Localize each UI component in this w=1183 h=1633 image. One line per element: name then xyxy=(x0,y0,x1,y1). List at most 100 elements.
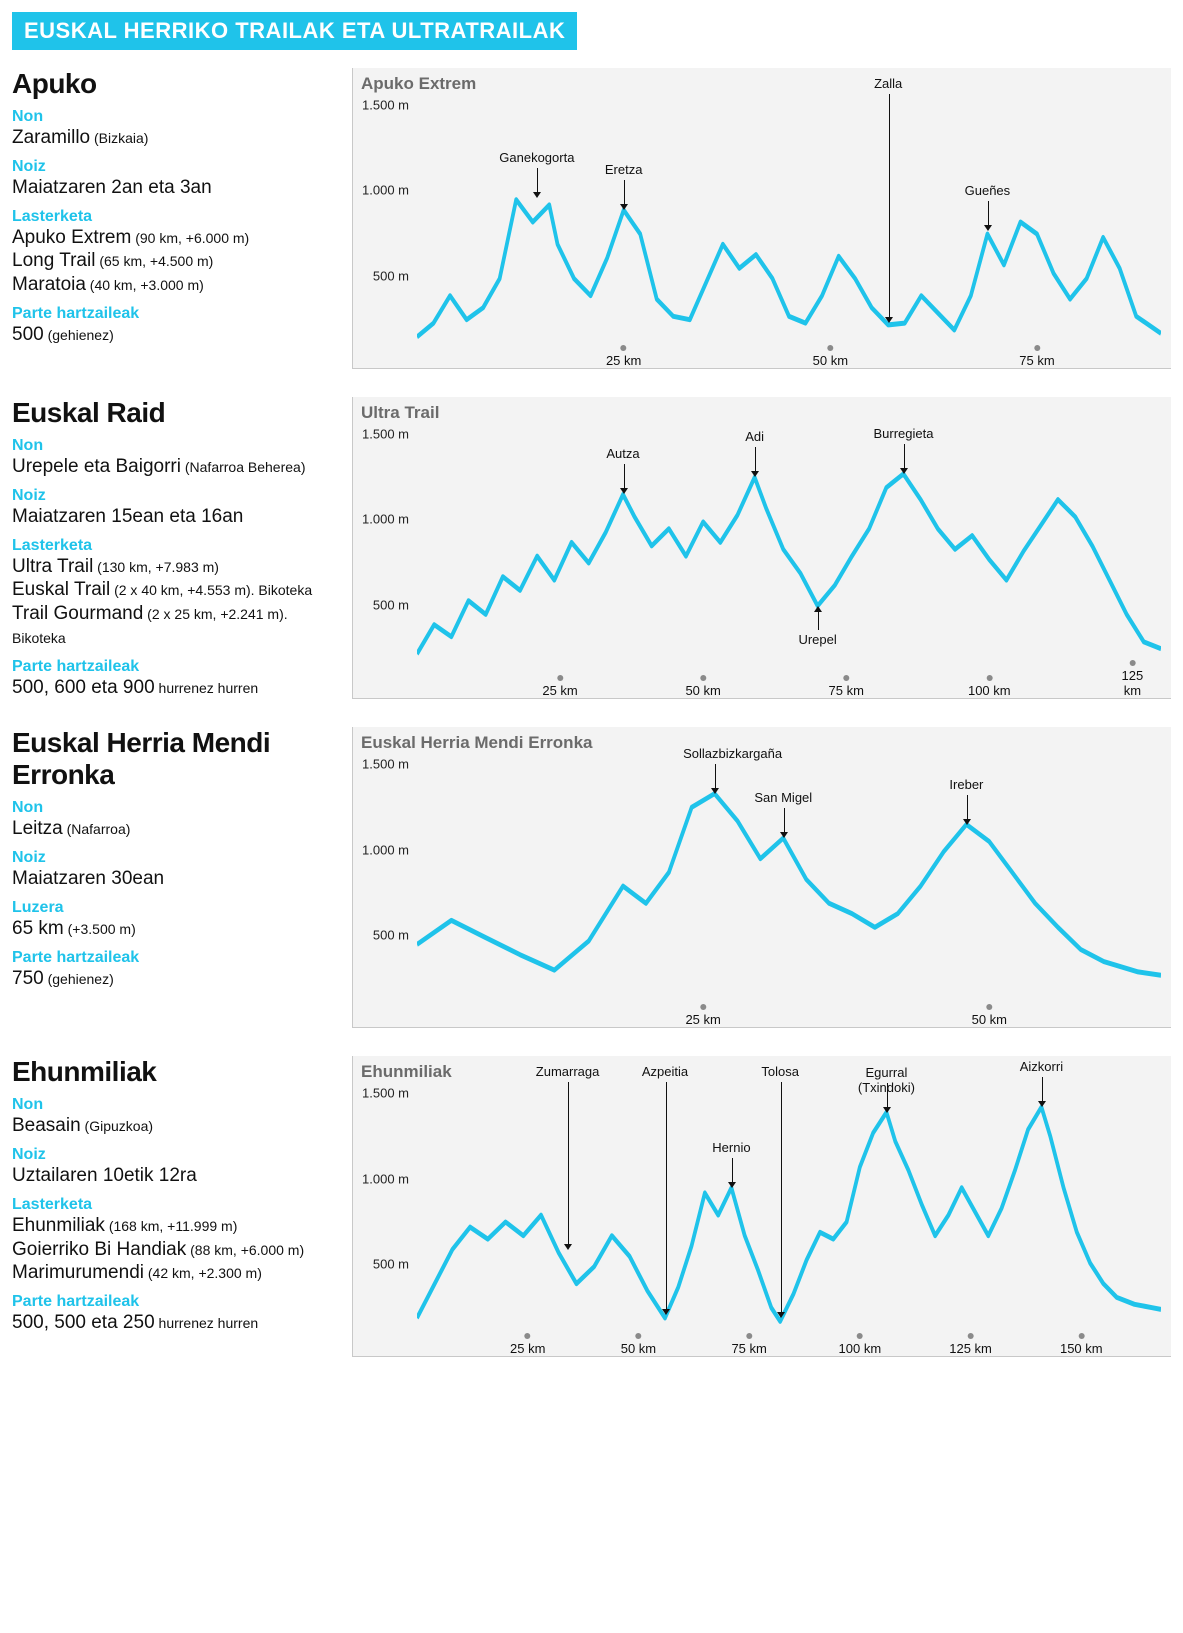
elevation-chart: Ehunmiliak1.500 m1.000 m500 mZumarragaAz… xyxy=(352,1056,1171,1357)
annotation-label: Burregieta xyxy=(873,426,933,441)
field-label: Parte hartzaileak xyxy=(12,658,332,676)
race-info: Euskal RaidNonUrepele eta Baigorri (Nafa… xyxy=(12,397,332,699)
field-value: Marimurumendi (42 km, +2.300 m) xyxy=(12,1261,332,1285)
plot-area: AutzaAdiUrepelBurregieta xyxy=(417,431,1161,671)
y-axis: 1.500 m 1.000 m 500 m xyxy=(353,727,415,1001)
x-tick: 50 km xyxy=(972,1004,1007,1027)
annotation-label: Egurral(Txindoki) xyxy=(858,1065,915,1095)
field-value: Maiatzaren 15ean eta 16an xyxy=(12,505,332,529)
y-axis: 1.500 m1.000 m500 m xyxy=(353,1056,415,1330)
field-label: Non xyxy=(12,799,332,817)
field-label: Lasterketa xyxy=(12,1196,332,1214)
x-axis: 25 km50 km75 km100 km125 km xyxy=(417,674,1161,698)
elevation-chart: Ultra Trail1.500 m1.000 m500 mAutzaAdiUr… xyxy=(352,397,1171,699)
y-label: 1.000 m xyxy=(362,183,409,198)
race-info: ApukoNonZaramillo (Bizkaia)NoizMaiatzare… xyxy=(12,68,332,369)
x-tick: 125 km xyxy=(949,1333,992,1356)
y-axis: 1.500 m 1.000 m 500 m xyxy=(353,68,415,342)
y-label: 500 m xyxy=(373,598,409,613)
annotation: Gueñes xyxy=(987,102,988,342)
race-block: ApukoNonZaramillo (Bizkaia)NoizMaiatzare… xyxy=(12,68,1171,369)
field-value: Leitza (Nafarroa) xyxy=(12,817,332,841)
field-value: 500, 500 eta 250 hurrenez hurren xyxy=(12,1311,332,1335)
field-label: Non xyxy=(12,437,332,455)
race-name: Euskal Herria Mendi Erronka xyxy=(12,727,332,791)
y-label: 500 m xyxy=(373,1257,409,1272)
x-tick: 75 km xyxy=(1019,345,1054,368)
field-value: 500 (gehienez) xyxy=(12,323,332,347)
annotation: Ganekogorta xyxy=(537,102,538,342)
annotation-label: Ireber xyxy=(949,777,983,792)
field-label: Noiz xyxy=(12,158,332,176)
races-container: ApukoNonZaramillo (Bizkaia)NoizMaiatzare… xyxy=(12,68,1171,1357)
field-value: Urepele eta Baigorri (Nafarroa Beherea) xyxy=(12,455,332,479)
annotation-label: Autza xyxy=(606,446,639,461)
annotation-label: Ganekogorta xyxy=(499,150,574,165)
annotation-label: Eretza xyxy=(605,162,643,177)
plot-area: Sollazbizkargaña San Migel Ireber xyxy=(417,761,1161,1001)
y-label: 1.500 m xyxy=(362,97,409,112)
y-label: 1.000 m xyxy=(362,512,409,527)
y-axis: 1.500 m 1.000 m 500 m xyxy=(353,397,415,672)
field-value: Beasain (Gipuzkoa) xyxy=(12,1114,332,1138)
x-tick: 100 km xyxy=(968,675,1011,698)
x-tick: 50 km xyxy=(621,1333,656,1356)
y-label: 1.500 m xyxy=(362,1085,409,1100)
field-value: Ultra Trail (130 km, +7.983 m) xyxy=(12,555,332,579)
field-label: Parte hartzaileak xyxy=(12,305,332,323)
annotation: Egurral(Txindoki) xyxy=(886,1090,887,1330)
field-value: Trail Gourmand (2 x 25 km, +2.241 m). Bi… xyxy=(12,602,332,650)
y-label: 1.000 m xyxy=(362,842,409,857)
plot-area: Ganekogorta Eretza Zalla Gueñes xyxy=(417,102,1161,342)
x-tick: 25 km xyxy=(685,1004,720,1027)
annotation: Azpeitia xyxy=(665,1090,666,1330)
annotation: Sollazbizkargaña xyxy=(715,761,716,1001)
annotation: Aizkorri xyxy=(1041,1090,1042,1330)
field-value: Maratoia (40 km, +3.000 m) xyxy=(12,273,332,297)
annotation: Zumarraga xyxy=(568,1090,569,1330)
field-label: Non xyxy=(12,108,332,126)
annotation: Urepel xyxy=(818,431,819,671)
field-label: Non xyxy=(12,1096,332,1114)
field-label: Noiz xyxy=(12,1146,332,1164)
race-block: Euskal Herria Mendi Erronka NonLeitza (Na… xyxy=(12,727,1171,1028)
page-title: EUSKAL HERRIKO TRAILAK ETA ULTRATRAILAK xyxy=(12,12,577,50)
annotation: Autza xyxy=(623,431,624,671)
field-label: Parte hartzaileak xyxy=(12,949,332,967)
field-value: Ehunmiliak (168 km, +11.999 m) xyxy=(12,1214,332,1238)
field-value: Uztailaren 10etik 12ra xyxy=(12,1164,332,1188)
x-tick: 100 km xyxy=(839,1333,882,1356)
annotation: San Migel xyxy=(783,761,784,1001)
field-label: Lasterketa xyxy=(12,537,332,555)
annotation-label: Tolosa xyxy=(761,1064,799,1079)
x-tick: 50 km xyxy=(685,675,720,698)
x-tick: 150 km xyxy=(1060,1333,1103,1356)
x-tick: 25 km xyxy=(606,345,641,368)
field-value: Maiatzaren 30ean xyxy=(12,867,332,891)
field-label: Parte hartzaileak xyxy=(12,1293,332,1311)
x-tick: 125 km xyxy=(1118,660,1147,698)
annotation-label: Urepel xyxy=(798,632,836,647)
race-block: Euskal RaidNonUrepele eta Baigorri (Nafa… xyxy=(12,397,1171,699)
field-value: Apuko Extrem (90 km, +6.000 m) xyxy=(12,226,332,250)
annotation-label: Zumarraga xyxy=(536,1064,600,1079)
x-axis: 25 km50 km75 km xyxy=(417,344,1161,368)
annotation-label: Zalla xyxy=(874,76,902,91)
annotation-label: Sollazbizkargaña xyxy=(683,746,782,761)
field-label: Lasterketa xyxy=(12,208,332,226)
annotation-label: Aizkorri xyxy=(1020,1059,1063,1074)
annotation: Eretza xyxy=(624,102,625,342)
y-label: 1.500 m xyxy=(362,426,409,441)
field-label: Luzera xyxy=(12,899,332,917)
y-label: 1.500 m xyxy=(362,756,409,771)
annotation-label: San Migel xyxy=(754,790,812,805)
annotation: Zalla xyxy=(888,102,889,342)
y-label: 500 m xyxy=(373,928,409,943)
annotation: Ireber xyxy=(966,761,967,1001)
annotation-label: Adi xyxy=(745,429,764,444)
annotation: Adi xyxy=(755,431,756,671)
field-value: Goierriko Bi Handiak (88 km, +6.000 m) xyxy=(12,1238,332,1262)
race-info: EhunmiliakNonBeasain (Gipuzkoa)NoizUztai… xyxy=(12,1056,332,1357)
y-label: 500 m xyxy=(373,269,409,284)
x-tick: 25 km xyxy=(542,675,577,698)
